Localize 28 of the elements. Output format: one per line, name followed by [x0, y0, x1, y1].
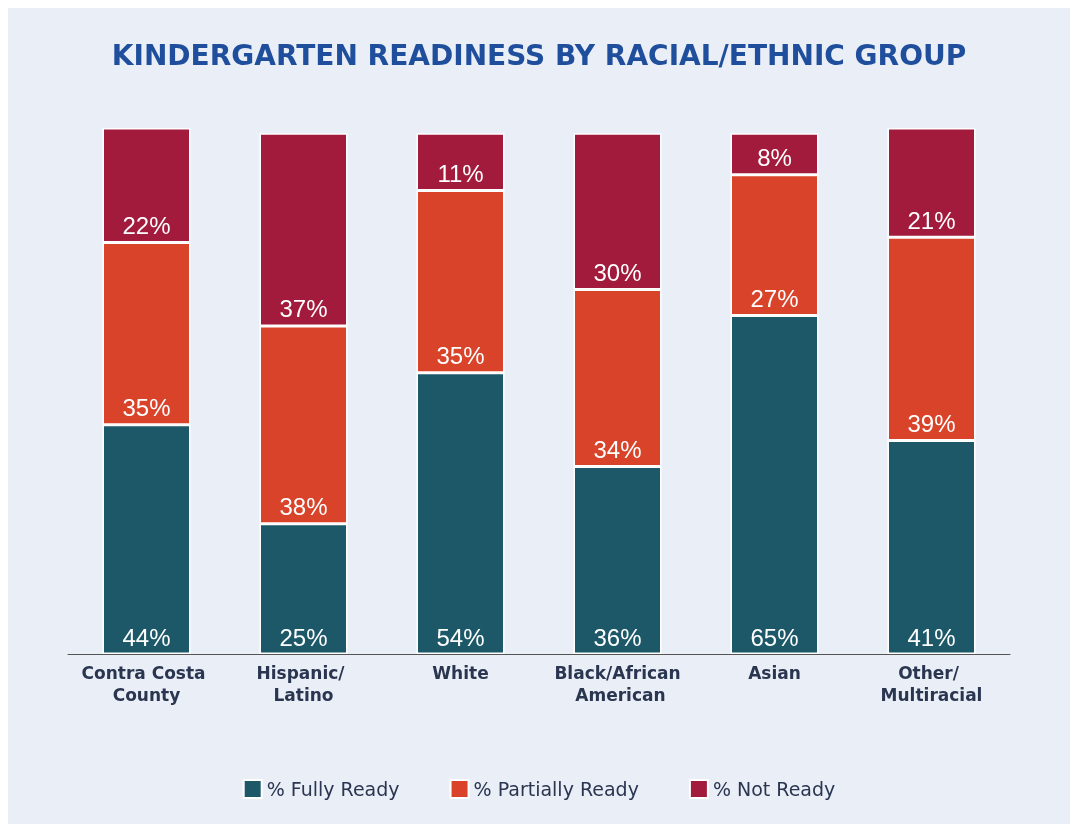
data-label: 27%	[750, 284, 799, 312]
data-label: 8%	[757, 144, 792, 172]
legend-label: % Partially Ready	[473, 778, 639, 800]
legend-label: % Not Ready	[712, 778, 836, 800]
x-tick-label: Other/ Multiracial	[880, 663, 983, 705]
chart-title: KINDERGARTEN READINESS BY RACIAL/ETHNIC GROUP	[111, 38, 967, 72]
data-label: 34%	[593, 436, 642, 464]
data-label: 35%	[436, 342, 485, 370]
data-label: 21%	[907, 206, 956, 234]
data-label: 44%	[122, 623, 171, 651]
data-label: 54%	[436, 623, 485, 651]
data-label: 36%	[593, 623, 642, 651]
data-label: 41%	[907, 623, 956, 651]
data-label: 25%	[279, 623, 328, 651]
x-tick-label: Contra Costa County	[81, 663, 212, 705]
data-label: 65%	[750, 623, 799, 651]
data-label: 22%	[122, 212, 171, 240]
data-label: 37%	[279, 295, 328, 323]
data-label: 39%	[907, 409, 956, 437]
x-tick-label: Asian	[748, 663, 801, 683]
data-label: 11%	[437, 159, 484, 187]
legend-label: % Fully Ready	[266, 778, 400, 800]
x-tick-label: Hispanic/ Latino	[256, 663, 351, 705]
x-tick-label: Black/African American	[554, 663, 681, 705]
x-tick-label: White	[432, 663, 489, 683]
data-label: 38%	[279, 493, 328, 521]
data-label: 35%	[122, 394, 171, 422]
data-label: 30%	[593, 258, 642, 286]
